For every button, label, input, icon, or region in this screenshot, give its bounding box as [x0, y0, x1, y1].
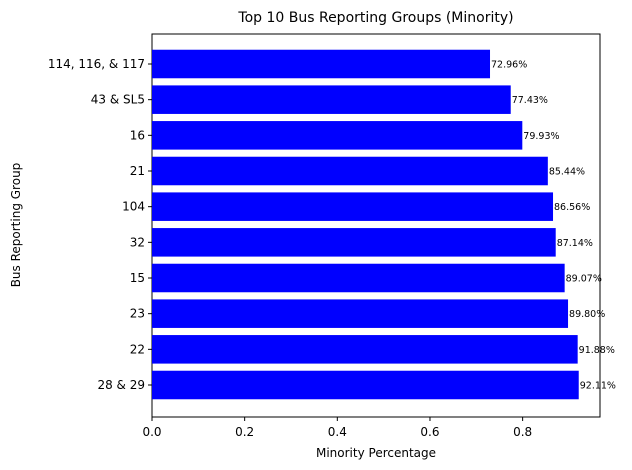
x-axis-label: Minority Percentage — [316, 446, 436, 460]
bar-value-label: 85.44% — [549, 167, 585, 178]
bars-group: 92.11% 91.88% 89.80% 89.07% 87.14% 86.56% 85.4… — [152, 49, 616, 400]
x-tick-label: 0.6 — [420, 425, 439, 439]
y-tick-label: 15 — [130, 271, 145, 285]
bar — [152, 156, 548, 186]
y-axis-label: Bus Reporting Group — [9, 163, 23, 288]
y-tick-label: 32 — [130, 235, 145, 249]
y-tick-label: 23 — [130, 307, 145, 321]
bar — [152, 192, 554, 221]
bar — [152, 85, 511, 114]
x-tick-label: 0.4 — [328, 425, 347, 439]
y-tick-label: 43 & SL5 — [91, 93, 145, 107]
bar-value-label: 86.56% — [554, 202, 590, 213]
bar — [152, 263, 565, 293]
y-tick-label: 22 — [130, 342, 145, 356]
x-tick-label: 0.2 — [235, 425, 254, 439]
bar-value-label: 92.11% — [580, 381, 616, 392]
chart-title: Top 10 Bus Reporting Groups (Minority) — [237, 10, 513, 26]
bar — [152, 228, 556, 257]
y-tick-label: 16 — [130, 128, 145, 142]
x-tick-label: 0.8 — [513, 425, 532, 439]
bar-value-label: 79.93% — [523, 131, 559, 142]
bar-value-label: 91.88% — [579, 345, 615, 356]
y-tick-label: 21 — [130, 164, 145, 178]
bar-value-label: 87.14% — [557, 238, 593, 249]
x-axis-ticks: 0.0 0.2 0.4 0.6 0.8 — [142, 417, 532, 439]
bar-value-label: 77.43% — [512, 95, 548, 106]
bar — [152, 299, 569, 328]
bar-value-label: 89.80% — [569, 309, 605, 320]
y-tick-label: 104 — [122, 200, 145, 214]
x-tick-label: 0.0 — [142, 425, 161, 439]
bar-value-label: 89.07% — [566, 274, 602, 285]
bar — [152, 370, 579, 400]
bar-value-label: 72.96% — [491, 60, 527, 71]
plot-area-frame — [151, 33, 601, 418]
bar — [152, 49, 491, 79]
bar — [152, 121, 523, 150]
y-tick-label: 28 & 29 — [97, 378, 145, 392]
y-tick-label: 114, 116, & 117 — [48, 57, 145, 71]
bar — [152, 335, 578, 364]
y-axis-ticks: 28 & 29 22 23 15 32 104 21 16 43 & SL5 114, 116, … — [48, 57, 152, 392]
